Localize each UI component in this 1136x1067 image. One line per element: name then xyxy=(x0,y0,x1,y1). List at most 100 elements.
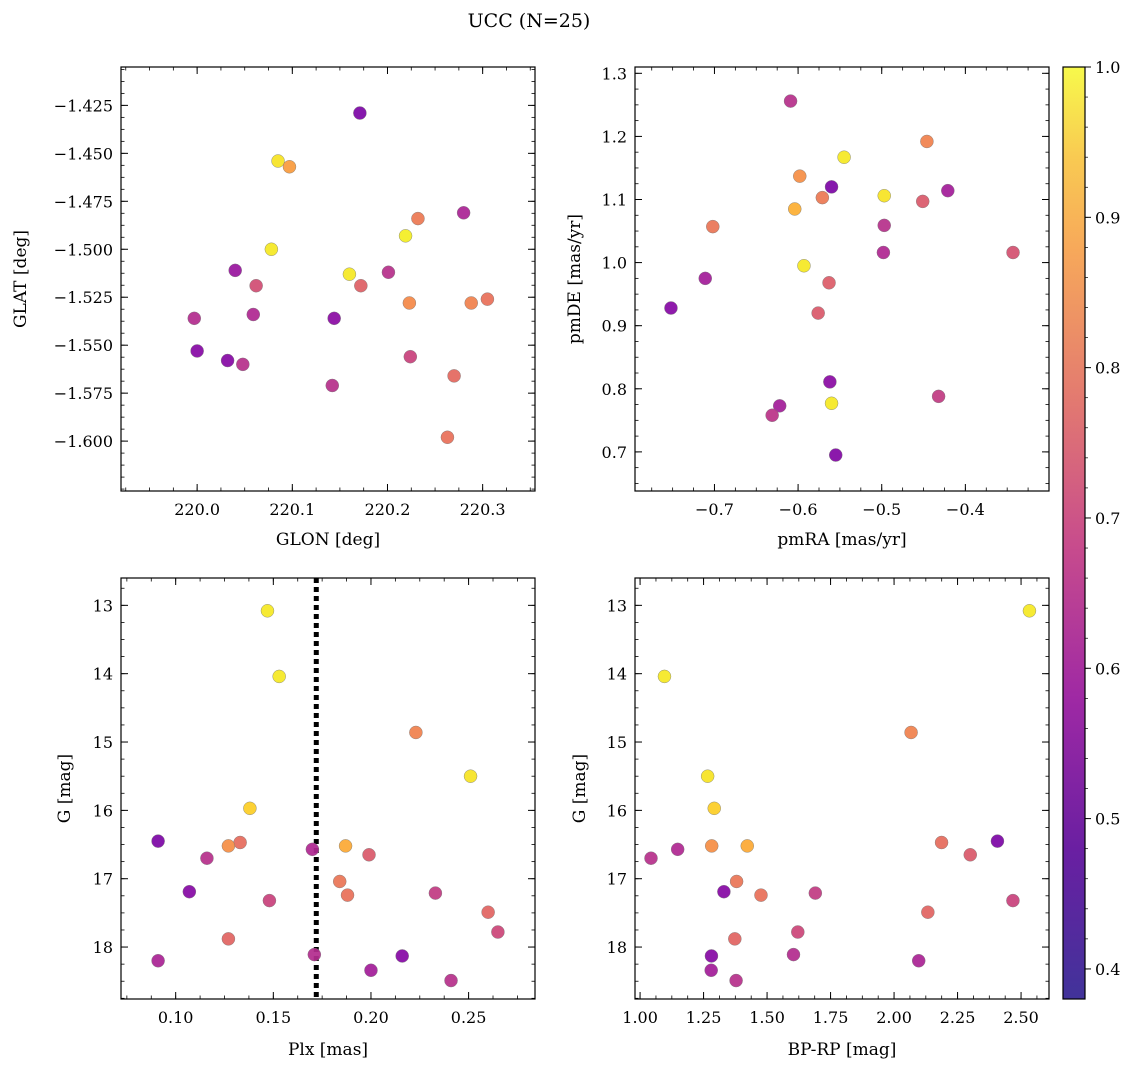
y-tick-label: 16 xyxy=(607,801,627,820)
data-point xyxy=(1006,245,1020,260)
y-axis-label: pmDE [mas/yr] xyxy=(565,214,585,344)
data-point xyxy=(797,259,811,273)
data-point xyxy=(916,194,930,209)
y-tick-label: 1.1 xyxy=(602,191,627,210)
y-tick-label: 17 xyxy=(607,870,627,889)
y-tick-label: 13 xyxy=(93,596,113,615)
data-point xyxy=(243,801,257,816)
y-tick-label: −1.550 xyxy=(54,336,113,355)
data-point xyxy=(260,604,275,618)
data-point xyxy=(447,369,461,383)
data-point xyxy=(362,848,376,862)
data-point xyxy=(220,353,235,368)
data-point xyxy=(707,801,721,816)
y-tick-label: 0.9 xyxy=(602,317,627,336)
y-tick-label: −1.500 xyxy=(54,240,113,259)
colorbar-tick-label: 0.8 xyxy=(1095,359,1120,378)
y-tick-label: −1.575 xyxy=(54,384,113,403)
data-point xyxy=(456,206,471,220)
data-point xyxy=(931,389,946,404)
y-tick-label: 15 xyxy=(607,733,627,752)
x-axis-label: pmRA [mas/yr] xyxy=(777,530,906,550)
data-point xyxy=(837,150,851,164)
data-point xyxy=(644,851,658,865)
data-point xyxy=(463,769,478,783)
data-point xyxy=(990,834,1005,848)
data-point xyxy=(151,954,165,968)
data-point xyxy=(381,265,396,279)
data-point xyxy=(342,267,357,281)
panel-bprp-g: 1.00 1.25 1.50 1.75 2.00 2.25 2.50 13 14 15 16 17 18… xyxy=(570,577,1050,1060)
data-point xyxy=(262,893,277,908)
data-point xyxy=(904,725,918,740)
x-tick-label: −0.6 xyxy=(779,500,818,519)
colorbar-gradient xyxy=(1062,66,1086,1000)
y-tick-label: 18 xyxy=(607,938,627,957)
data-point xyxy=(877,218,891,233)
y-tick-label: −1.525 xyxy=(54,288,113,307)
data-point xyxy=(811,306,825,320)
data-point xyxy=(307,947,322,962)
data-point xyxy=(698,271,712,286)
data-point xyxy=(912,954,926,968)
y-tick-label: −1.450 xyxy=(54,144,113,163)
data-point xyxy=(706,219,720,234)
data-point xyxy=(815,190,830,205)
x-tick-label: 220.0 xyxy=(174,500,220,519)
data-point xyxy=(829,448,843,462)
data-point xyxy=(338,839,353,853)
x-tick-label: −0.7 xyxy=(695,500,734,519)
x-axis-label: GLON [deg] xyxy=(276,530,380,550)
x-tick-label: 2.25 xyxy=(940,1008,976,1027)
data-point xyxy=(271,154,285,168)
data-point xyxy=(340,888,355,902)
data-point xyxy=(793,169,807,183)
data-point xyxy=(481,905,495,919)
data-point xyxy=(657,669,672,684)
colorbar-tick-label: 0.5 xyxy=(1095,810,1120,829)
plot-frame xyxy=(120,66,536,492)
data-point xyxy=(824,396,839,410)
data-point xyxy=(190,344,204,358)
data-point xyxy=(941,183,955,198)
data-point xyxy=(786,947,801,962)
y-tick-label: 1.2 xyxy=(602,127,627,146)
x-tick-label: −0.5 xyxy=(862,500,901,519)
data-point xyxy=(428,886,443,900)
x-tick-label: 220.3 xyxy=(460,500,506,519)
data-point xyxy=(200,851,214,865)
data-point xyxy=(740,839,754,853)
x-axis-label: BP-RP [mag] xyxy=(788,1040,897,1060)
data-point xyxy=(395,949,409,963)
data-point xyxy=(249,279,263,293)
x-tick-label: −0.4 xyxy=(946,500,985,519)
y-tick-label: 1.3 xyxy=(602,64,627,83)
x-tick-label: 220.1 xyxy=(269,500,315,519)
y-tick-label: 16 xyxy=(93,801,113,820)
plot-frame xyxy=(120,577,536,1000)
data-point xyxy=(151,834,165,848)
colorbar-tick-label: 1.0 xyxy=(1095,58,1120,77)
y-tick-label: 18 xyxy=(93,938,113,957)
x-tick-label: 0.15 xyxy=(256,1008,292,1027)
y-tick-label: 1.0 xyxy=(602,254,627,273)
x-tick-label: 1.25 xyxy=(686,1008,722,1027)
data-point xyxy=(808,886,823,900)
data-point xyxy=(704,963,718,977)
data-point xyxy=(700,769,715,783)
data-point xyxy=(272,669,286,684)
x-tick-label: 2.50 xyxy=(1003,1008,1039,1027)
data-point xyxy=(246,307,260,322)
panel-glon-glat: 220.0 220.1 220.2 220.3 −1.425 −1.450 −1.475 −1… xyxy=(11,66,536,550)
colorbar-tick-label: 0.6 xyxy=(1095,659,1120,678)
data-point xyxy=(783,94,798,108)
data-point xyxy=(464,296,478,310)
data-point xyxy=(444,973,458,988)
data-point xyxy=(402,296,417,310)
data-point xyxy=(772,399,787,413)
data-point xyxy=(920,134,934,149)
data-point xyxy=(729,874,744,889)
data-point xyxy=(1006,893,1020,908)
y-tick-label: 13 xyxy=(607,596,627,615)
